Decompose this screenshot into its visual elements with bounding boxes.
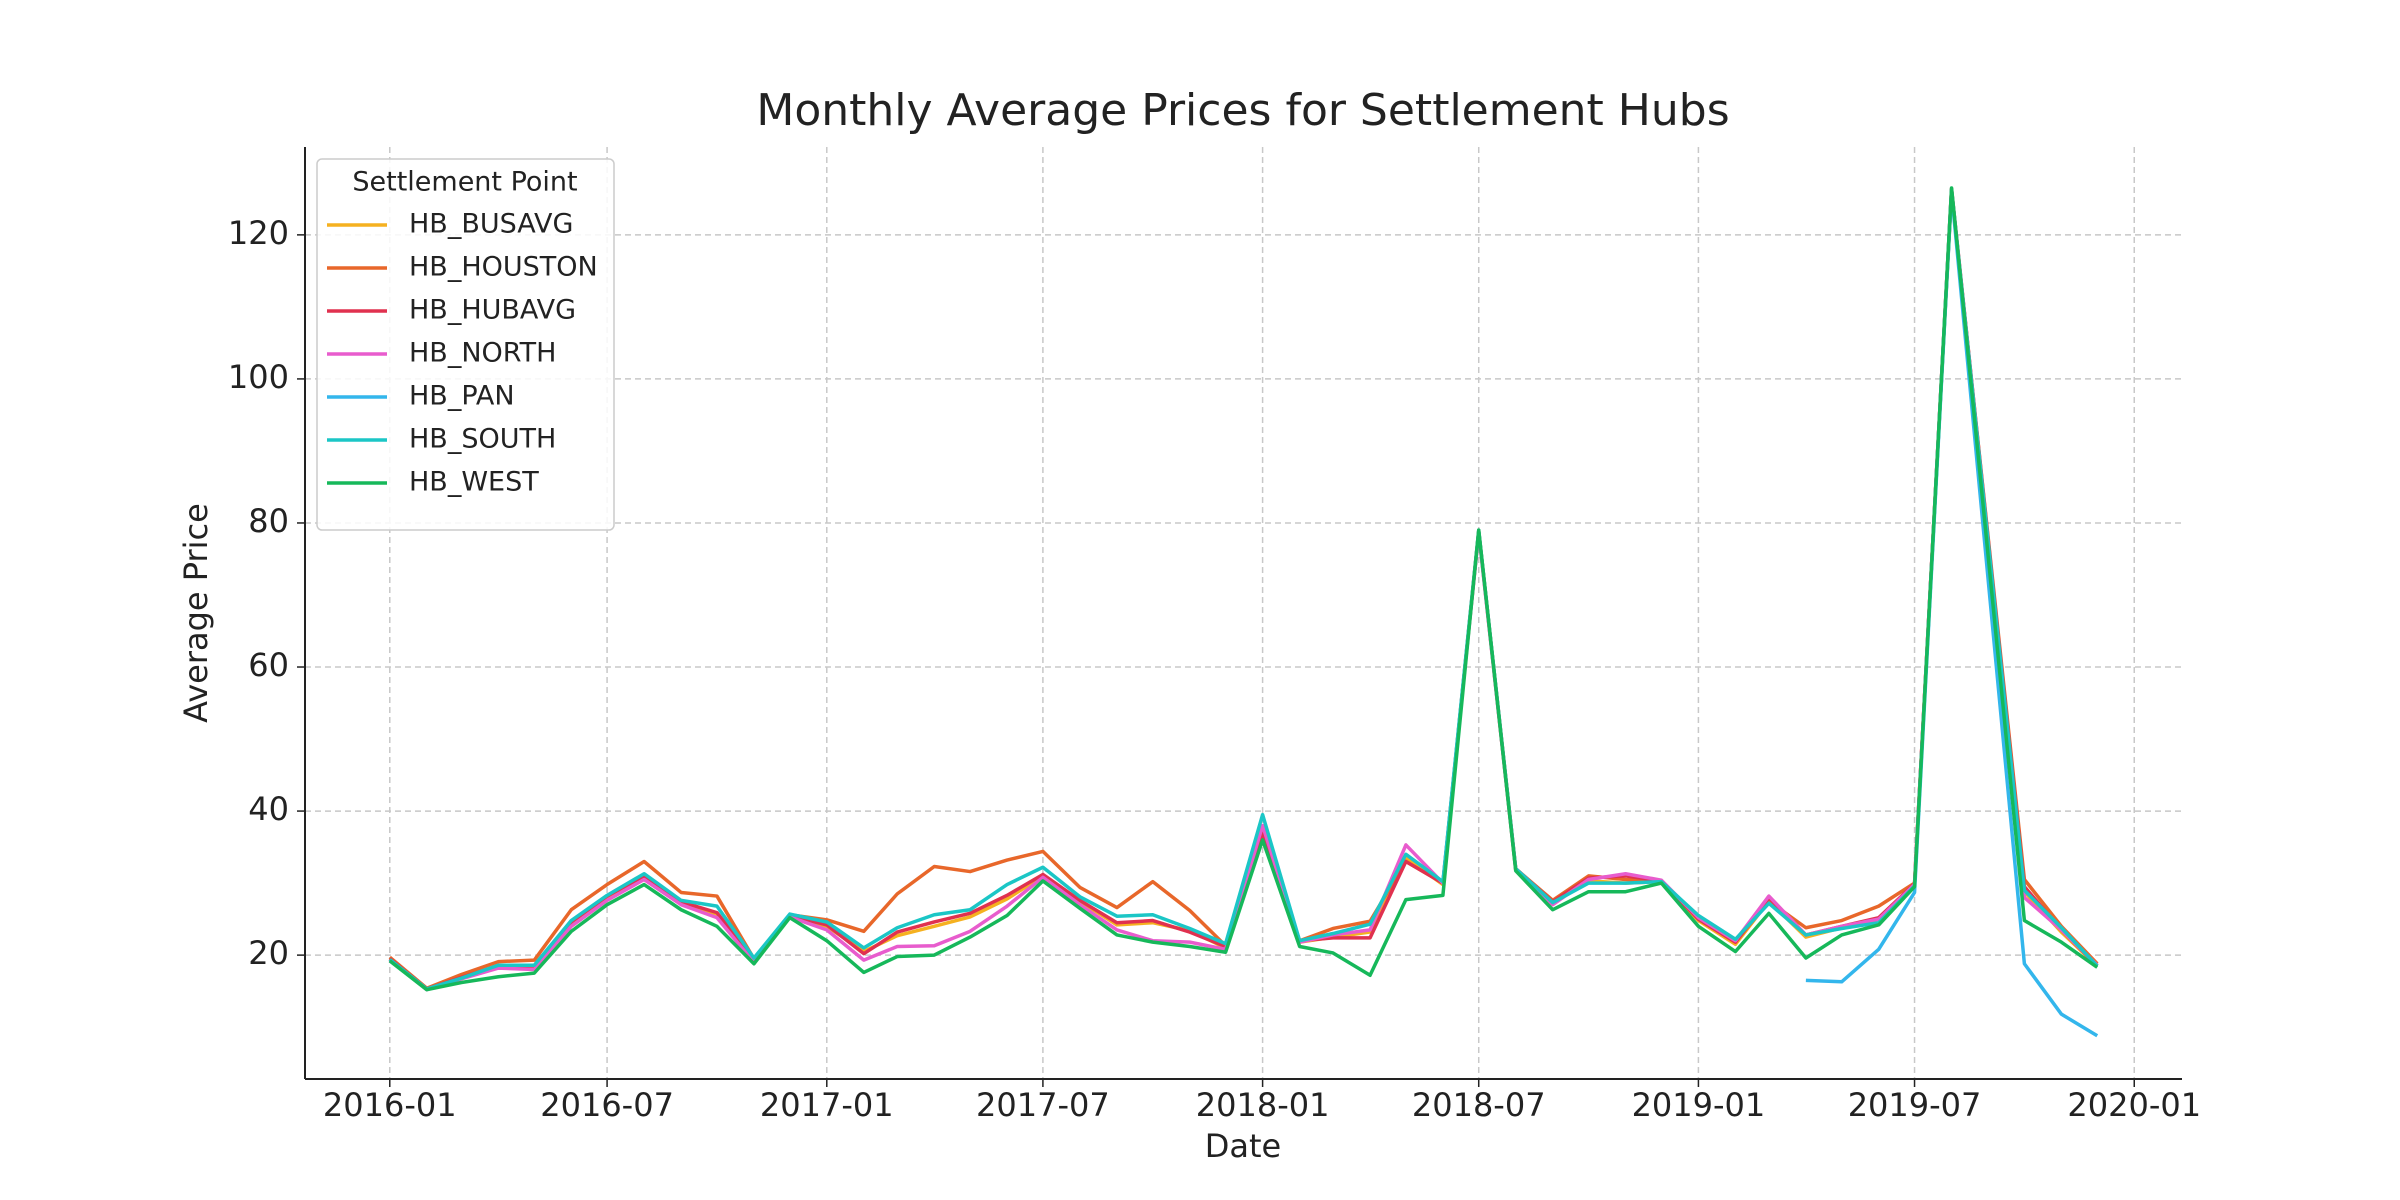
chart-title: Monthly Average Prices for Settlement Hu… (756, 85, 1729, 136)
legend-label: HB_WEST (409, 467, 539, 498)
series-line (388, 189, 2099, 990)
y-tick-label: 60 (248, 646, 289, 684)
legend-label: HB_HOUSTON (409, 252, 598, 283)
series-line (388, 186, 2099, 992)
legend: Settlement Point HB_BUSAVG HB_HOUSTON HB_HU… (316, 158, 615, 531)
series-line (388, 187, 2099, 992)
x-tick-label: 2017-01 (760, 1086, 894, 1124)
x-tick-label: 2018-07 (1412, 1086, 1546, 1124)
y-tick-label: 80 (248, 502, 289, 540)
series-line (1805, 189, 2099, 1038)
x-tick-label: 2018-01 (1196, 1086, 1330, 1124)
legend-title: Settlement Point (352, 167, 577, 198)
x-axis-label: Date (1205, 1127, 1281, 1165)
series-line (388, 187, 2099, 991)
x-tick-label: 2020-01 (2067, 1086, 2201, 1124)
series-line (388, 187, 2099, 991)
x-tick-label: 2019-07 (1848, 1086, 1982, 1124)
x-tick-label: 2019-01 (1632, 1086, 1766, 1124)
legend-label: HB_PAN (409, 381, 515, 412)
y-tick-label: 120 (228, 214, 289, 252)
legend-label: HB_BUSAVG (409, 209, 573, 240)
legend-label: HB_NORTH (409, 338, 556, 369)
y-tick-label: 100 (228, 358, 289, 396)
y-tick-label: 20 (248, 934, 289, 972)
legend-label: HB_SOUTH (409, 424, 556, 455)
series-line (388, 187, 2099, 991)
x-tick-label: 2016-01 (323, 1086, 457, 1124)
legend-label: HB_HUBAVG (409, 295, 576, 326)
y-axis-label: Average Price (177, 503, 215, 723)
y-tick-label: 40 (248, 790, 289, 828)
x-tick-label: 2017-07 (976, 1086, 1110, 1124)
legend-box (316, 158, 615, 531)
x-tick-label: 2016-07 (540, 1086, 674, 1124)
